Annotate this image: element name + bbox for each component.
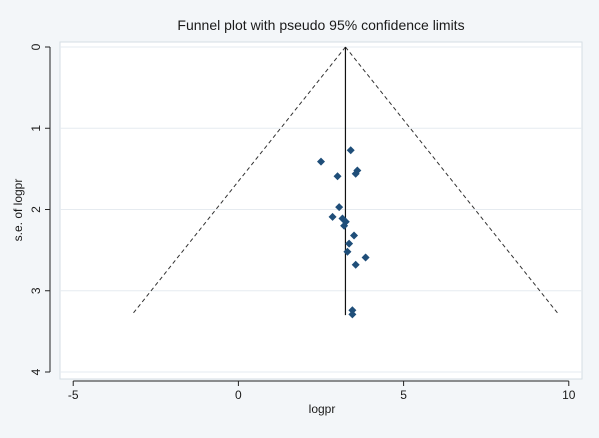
x-tick-label-10: 10 [562,388,576,402]
x-axis-title: logpr [309,402,336,416]
funnel-limit-left [131,46,346,316]
data-points [317,146,370,319]
gridlines [60,46,582,373]
data-point-5 [351,169,360,178]
data-point-16 [348,306,357,315]
data-point-17 [348,310,357,319]
funnel-limit-right [345,46,560,316]
data-point-1 [317,157,325,166]
x-tick-label-0: 0 [235,388,242,402]
y-axis-title: s.e. of logpr [11,179,25,242]
chart-title: Funnel plot with pseudo 95% confidence l… [177,17,464,33]
data-point-3 [333,172,342,181]
data-point-2 [346,146,355,155]
axes: 0 1 2 3 4 -5 0 5 10 [29,43,576,402]
data-point-7 [328,212,337,221]
data-point-11 [350,231,359,240]
y-tick-label-1: 1 [29,125,43,132]
funnel-limits [131,46,560,316]
x-tick-label--5: -5 [68,388,79,402]
data-point-15 [351,260,360,269]
y-tick-label-3: 3 [29,287,43,294]
data-point-6 [335,203,344,212]
y-tick-label-2: 2 [29,206,43,213]
data-point-10 [340,221,349,230]
y-tick-label-0: 0 [29,43,43,50]
data-point-13 [343,247,352,256]
data-point-12 [345,239,354,248]
data-point-14 [361,253,370,262]
plot-area [59,41,583,380]
y-tick-label-4: 4 [29,368,43,375]
x-tick-label-5: 5 [400,388,407,402]
